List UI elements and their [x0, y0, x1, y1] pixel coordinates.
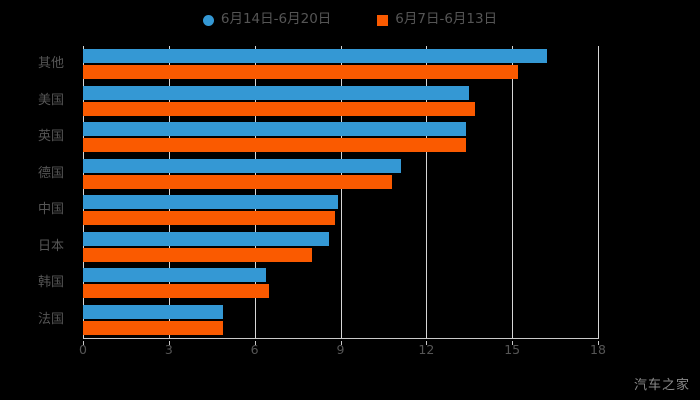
- gridline-6: [254, 46, 256, 338]
- gridline-12: [426, 46, 428, 338]
- bar-group: [83, 302, 598, 339]
- bar-group: [83, 83, 598, 120]
- x-axis-tick-mark: [168, 341, 170, 345]
- x-axis-tick-mark: [598, 341, 599, 345]
- x-axis-tick-label: 18: [590, 342, 606, 357]
- y-axis-category-labels: 其他美国英国德国中国日本韩国法国: [0, 46, 75, 338]
- watermark-autohome: 汽车之家: [633, 378, 690, 393]
- bar-group: [83, 46, 598, 83]
- bar-groups: [83, 46, 598, 338]
- bar-series-0[interactable]: [83, 231, 330, 246]
- legend-item-series-0[interactable]: 6月14日-6月20日: [202, 11, 332, 28]
- bar-group: [83, 119, 598, 156]
- bar-series-0[interactable]: [83, 158, 401, 173]
- legend-label-series-0: 6月14日-6月20日: [220, 11, 332, 28]
- bar-group: [83, 229, 598, 266]
- x-axis-tick-label: 0: [79, 342, 87, 357]
- y-axis-label: 法国: [37, 311, 64, 327]
- gridline-15: [512, 46, 514, 338]
- x-axis-tick-label: 3: [164, 342, 173, 357]
- x-axis-tick-mark: [83, 341, 84, 345]
- bar-series-0[interactable]: [83, 49, 547, 63]
- bar-series-1[interactable]: [83, 247, 312, 262]
- bar-series-1[interactable]: [83, 138, 467, 152]
- bar-series-1[interactable]: [83, 174, 392, 189]
- x-axis-line: [83, 338, 599, 339]
- gridline-18: [598, 46, 599, 338]
- bar-series-0[interactable]: [83, 304, 224, 319]
- bar-group: [83, 265, 598, 302]
- y-axis-label: 英国: [37, 129, 64, 145]
- x-axis-tick-mark: [512, 341, 514, 345]
- gridline-0: [83, 46, 84, 338]
- x-axis-tick-mark: [254, 341, 256, 345]
- gridline-9: [340, 46, 342, 338]
- legend-square-marker-icon: [377, 14, 389, 26]
- bar-series-0[interactable]: [83, 122, 467, 136]
- legend-item-series-1[interactable]: 6月7日-6月13日: [377, 13, 497, 27]
- gridline-3: [168, 46, 170, 338]
- x-axis-tick-labels: 0 3 6 9 12 15 18: [0, 341, 700, 361]
- bar-group: [83, 192, 598, 229]
- y-axis-label: 韩国: [37, 275, 64, 291]
- chart-legend: 6月14日-6月20日 6月7日-6月13日: [0, 8, 700, 32]
- y-axis-label: 中国: [37, 202, 64, 218]
- x-axis-tick-label: 6: [250, 342, 259, 357]
- y-axis-label: 美国: [37, 92, 64, 108]
- bar-group: [83, 156, 598, 193]
- plot-area: [83, 46, 599, 338]
- bar-series-0[interactable]: [83, 195, 338, 209]
- x-gridlines: [83, 46, 599, 338]
- x-axis-tick-label: 9: [336, 342, 345, 357]
- bar-series-0[interactable]: [83, 85, 470, 100]
- bar-series-1[interactable]: [83, 211, 335, 225]
- x-axis-tick-mark: [426, 341, 428, 345]
- x-axis-tick-label: 12: [418, 342, 435, 357]
- legend-label-series-1: 6月7日-6月13日: [395, 11, 498, 28]
- bar-series-1[interactable]: [83, 320, 224, 335]
- bar-series-1[interactable]: [83, 101, 475, 116]
- y-axis-label: 德国: [37, 165, 64, 181]
- bar-series-1[interactable]: [83, 65, 518, 79]
- x-axis-tick-mark: [340, 341, 342, 345]
- y-axis-label: 日本: [37, 238, 64, 254]
- bar-series-1[interactable]: [83, 284, 269, 298]
- bar-series-0[interactable]: [83, 268, 267, 282]
- y-axis-label: 其他: [37, 56, 64, 72]
- legend-circle-marker-icon: [202, 14, 214, 26]
- x-axis-tick-label: 15: [504, 342, 521, 357]
